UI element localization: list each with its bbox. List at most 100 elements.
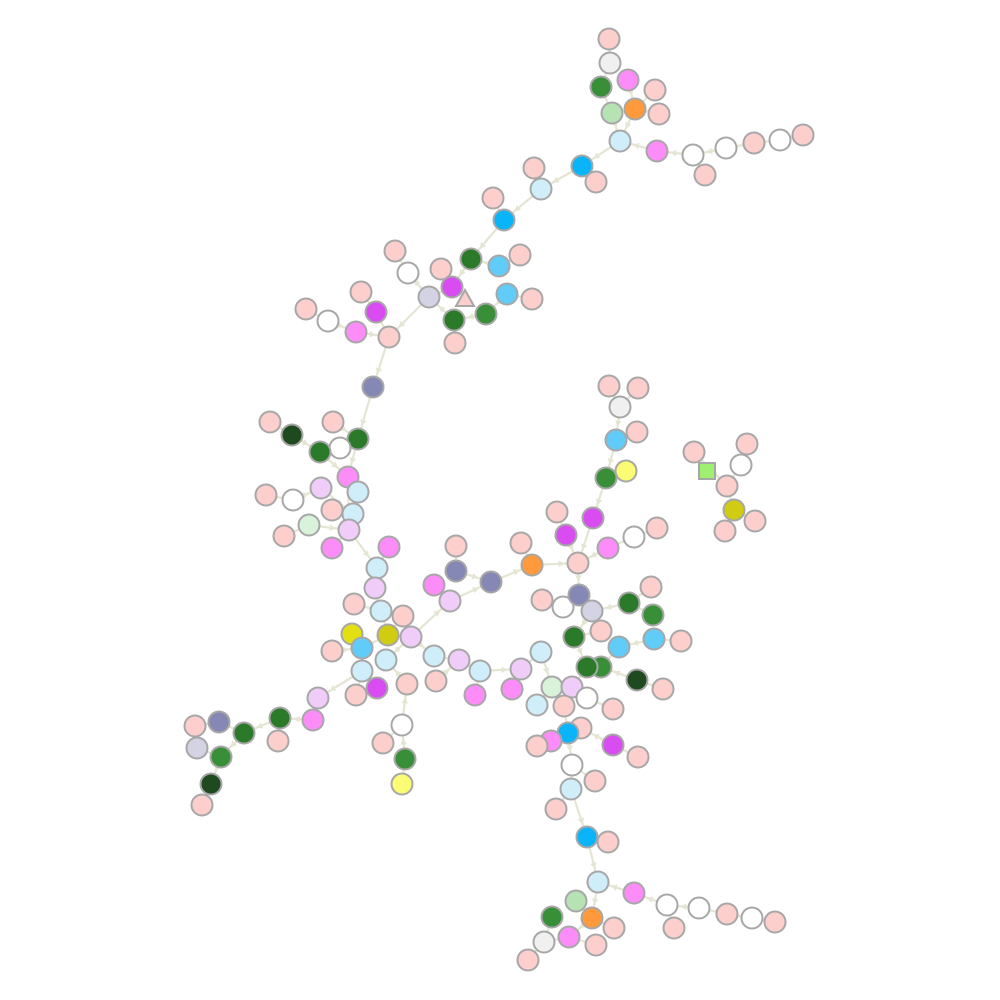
graph-node — [199, 772, 223, 796]
edge-arrowhead — [670, 149, 677, 157]
graph-node — [601, 697, 625, 721]
graph-node — [687, 896, 711, 920]
graph-node — [693, 163, 717, 187]
graph-node — [594, 466, 618, 490]
graph-node — [429, 257, 453, 281]
graph-node — [447, 648, 471, 672]
graph-node — [597, 374, 621, 398]
graph-node — [655, 893, 679, 917]
edge-arrowhead — [362, 550, 369, 558]
graph-node — [722, 498, 746, 522]
edge-arrowhead — [566, 745, 573, 752]
graph-node — [729, 453, 753, 477]
graph-node — [540, 675, 564, 699]
graph-node — [383, 239, 407, 263]
square-node — [698, 462, 716, 480]
edge-arrowhead — [579, 922, 587, 929]
graph-node — [626, 376, 650, 400]
graph-node — [516, 948, 540, 972]
edge-arrowhead — [394, 670, 402, 677]
graph-node — [396, 261, 420, 285]
graph-node — [349, 280, 373, 304]
graph-node — [601, 733, 625, 757]
graph-node — [342, 592, 366, 616]
graph-node — [557, 925, 581, 949]
graph-node — [316, 309, 340, 333]
graph-node — [185, 736, 209, 760]
edge-arrowhead — [590, 551, 597, 558]
edge-arrowhead — [433, 610, 441, 617]
graph-node — [545, 500, 569, 524]
graph-node — [350, 659, 374, 683]
graph-node — [614, 459, 638, 483]
graph-node — [715, 902, 739, 926]
graph-node — [443, 331, 467, 355]
graph-node — [417, 285, 441, 309]
edge-arrowhead — [501, 666, 508, 674]
graph-node — [365, 556, 389, 580]
graph-node — [301, 708, 325, 732]
edge-arrowhead — [514, 204, 522, 212]
graph-node — [438, 589, 462, 613]
graph-node — [645, 139, 669, 163]
graph-node — [529, 177, 553, 201]
graph-node — [395, 672, 419, 696]
graph-node — [320, 639, 344, 663]
graph-node — [422, 644, 446, 668]
graph-node — [580, 906, 604, 930]
graph-node — [715, 474, 739, 498]
edge-arrowhead — [398, 320, 406, 328]
graph-node — [540, 905, 564, 929]
edge-arrowhead — [413, 280, 421, 287]
graph-node — [522, 156, 546, 180]
graph-node — [551, 595, 575, 619]
graph-node — [320, 536, 344, 560]
graph-node — [575, 686, 599, 710]
graph-node — [598, 51, 622, 75]
graph-node — [580, 599, 604, 623]
edge-arrowhead — [416, 641, 424, 648]
graph-node — [641, 603, 665, 627]
graph-node — [608, 395, 632, 419]
edge-arrowhead — [595, 498, 603, 506]
edge-arrowhead — [400, 738, 408, 745]
graph-node — [508, 243, 532, 267]
graph-node — [651, 677, 675, 701]
graph-node — [361, 375, 385, 399]
edge-arrowhead — [613, 670, 621, 677]
edge-arrowhead — [591, 898, 599, 905]
graph-node — [529, 640, 553, 664]
graph-node — [622, 881, 646, 905]
graph-node — [444, 559, 468, 583]
graph-node — [597, 27, 621, 51]
edge-arrowhead — [394, 646, 402, 653]
graph-node — [266, 729, 290, 753]
edge-arrowhead — [479, 241, 487, 249]
graph-node — [735, 432, 759, 456]
graph-node — [791, 123, 815, 147]
graph-node — [544, 797, 568, 821]
graph-node — [607, 635, 631, 659]
graph-node — [645, 516, 669, 540]
graph-node — [567, 583, 591, 607]
graph-node — [376, 623, 400, 647]
graph-node — [344, 683, 368, 707]
edge-arrowhead — [625, 121, 632, 129]
graph-node — [374, 648, 398, 672]
graph-node — [552, 694, 576, 718]
graph-node — [589, 75, 613, 99]
graph-node — [459, 247, 483, 271]
edge-arrowhead — [342, 646, 349, 654]
graph-node — [596, 830, 620, 854]
graph-node — [520, 553, 544, 577]
graph-node — [468, 659, 492, 683]
edge-arrowhead — [329, 524, 336, 531]
edge-arrowhead — [605, 603, 612, 611]
graph-node — [440, 275, 464, 299]
graph-node — [232, 721, 256, 745]
graph-node — [768, 128, 792, 152]
edge-arrowhead — [256, 722, 264, 729]
graph-node — [399, 625, 423, 649]
graph-node — [625, 420, 649, 444]
graph-node — [328, 436, 352, 460]
